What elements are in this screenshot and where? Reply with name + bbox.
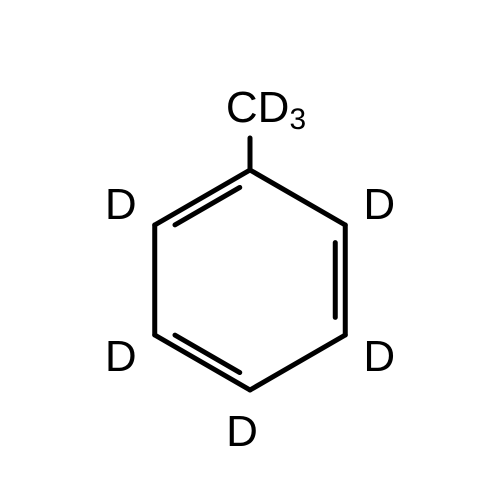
atom-label-5: D (105, 180, 137, 230)
atom-label-2: D (363, 332, 395, 382)
atom-label-4: D (105, 332, 137, 382)
molecule-diagram: CD3 D D D D D (0, 0, 500, 500)
atom-label-0: CD3 (226, 83, 306, 137)
atom-label-3: D (226, 407, 258, 457)
atom-label-1: D (363, 180, 395, 230)
